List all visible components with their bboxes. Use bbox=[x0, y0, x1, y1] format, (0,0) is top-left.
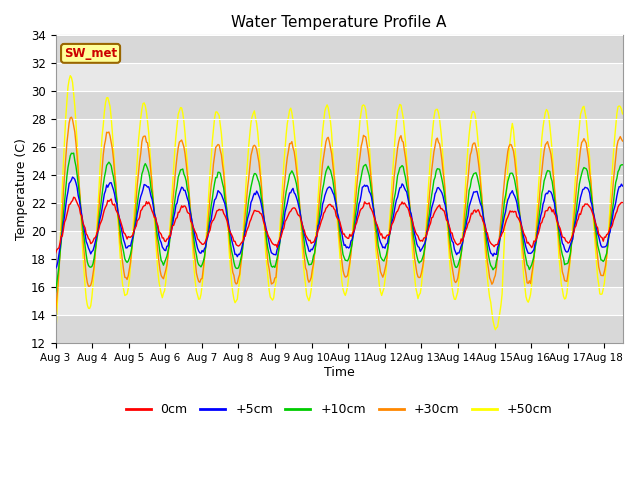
Bar bbox=[56, 259, 623, 287]
Bar bbox=[56, 231, 623, 259]
Text: SW_met: SW_met bbox=[64, 47, 117, 60]
Title: Water Temperature Profile A: Water Temperature Profile A bbox=[231, 15, 447, 30]
Bar bbox=[56, 315, 623, 343]
Bar bbox=[56, 287, 623, 315]
Bar bbox=[56, 36, 623, 63]
Bar bbox=[56, 175, 623, 203]
X-axis label: Time: Time bbox=[324, 365, 355, 379]
Bar bbox=[56, 91, 623, 119]
Bar bbox=[56, 63, 623, 91]
Y-axis label: Temperature (C): Temperature (C) bbox=[15, 138, 28, 240]
Bar bbox=[56, 147, 623, 175]
Legend: 0cm, +5cm, +10cm, +30cm, +50cm: 0cm, +5cm, +10cm, +30cm, +50cm bbox=[120, 398, 557, 421]
Bar bbox=[56, 119, 623, 147]
Bar bbox=[56, 203, 623, 231]
